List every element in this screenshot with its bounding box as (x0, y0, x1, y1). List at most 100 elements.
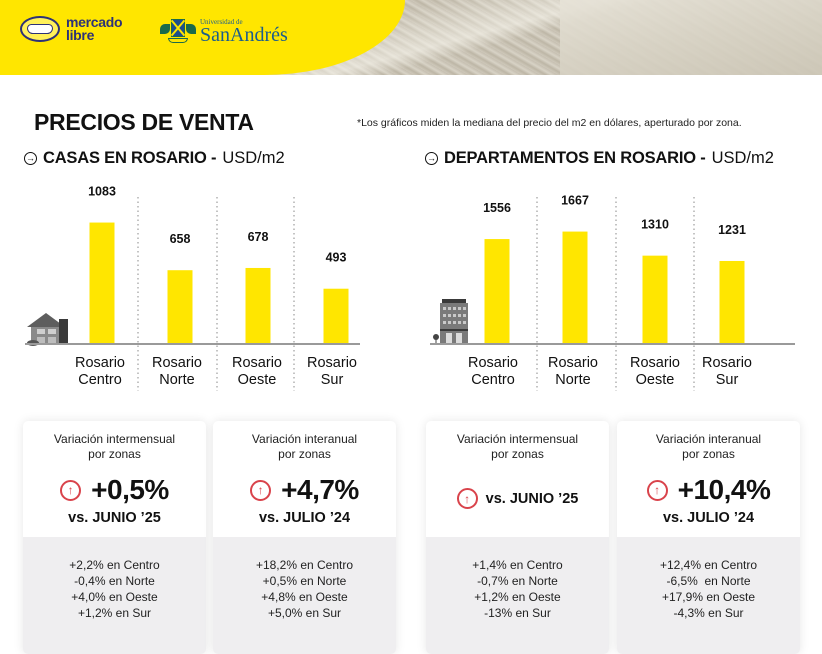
category-label-line2: Sur (321, 372, 344, 388)
category-label-line2: Norte (555, 372, 590, 388)
arrow-up-circle-icon: ↑ (250, 479, 272, 501)
variation-card-deptos-monthly: Variación intermensual por zonas ↑ vs. J… (426, 421, 609, 654)
card-label-line1: Variación intermensual (53, 432, 176, 446)
bar-sur (719, 260, 745, 343)
card-label-line2: por zonas (682, 446, 735, 461)
zone-line-oeste: +4,0% en Oeste (71, 590, 158, 604)
logo-ml-line2: libre (66, 27, 95, 43)
section-title-deptos-bold: DEPARTAMENTOS EN ROSARIO - (444, 149, 706, 167)
zone-line-norte: +0,5% en Norte (262, 574, 347, 588)
zone-line-oeste: +17,9% en Oeste (661, 590, 756, 604)
category-label-line2: Centro (471, 372, 515, 388)
category-label-line2: Oeste (238, 372, 277, 388)
san-andres-logo: Universidad de SanAndrés (160, 18, 288, 46)
arrow-up-circle-icon: ↑ (60, 479, 82, 501)
house-icon (27, 313, 68, 346)
card-label-line2: por zonas (88, 446, 141, 461)
section-title-deptos: → DEPARTAMENTOS EN ROSARIO - USD/m2 (425, 149, 774, 168)
card-percentage: +0,5% (91, 474, 169, 505)
category-label-line1: Rosario (548, 355, 598, 371)
zone-line-oeste: +1,2% en Oeste (474, 590, 561, 604)
category-label-line2: Norte (159, 372, 194, 388)
bar-oeste (642, 255, 668, 343)
logo-sa-small: Universidad de (200, 18, 243, 26)
header-banner: mercado libre Universidad de SanAndrés (0, 0, 822, 75)
chart-casas-svg: 1083RosarioCentro658RosarioNorte678Rosar… (25, 185, 360, 391)
section-title-casas: → CASAS EN ROSARIO - USD/m2 (24, 149, 285, 168)
zone-line-oeste: +4,8% en Oeste (261, 590, 348, 604)
card-label-line1: Variación interanual (251, 432, 358, 446)
card-label-line2: por zonas (278, 446, 331, 461)
bar-value-label: 658 (170, 232, 191, 246)
variation-card-casas-yearly: Variación interanual por zonas ↑ +4,7% v… (213, 421, 396, 654)
bar-value-label: 1231 (718, 223, 746, 237)
zone-line-sur: +5,0% en Sur (267, 606, 342, 620)
variation-card-casas-monthly: Variación intermensual por zonas ↑ +0,5%… (23, 421, 206, 654)
category-label-line2: Centro (78, 372, 122, 388)
logo-ml-line1: mercado (66, 14, 123, 30)
card-comparison: vs. JULIO ’24 (662, 510, 755, 526)
card-zone-breakdown: +2,2% en Centro -0,4% en Norte +4,0% en … (23, 537, 206, 654)
card-comparison: vs. JUNIO ’25 (68, 510, 161, 526)
category-label-line2: Sur (716, 372, 739, 388)
zone-line-centro: +1,4% en Centro (472, 558, 563, 572)
building-icon (433, 299, 468, 345)
logo-sa-big: SanAndrés (200, 24, 288, 46)
bar-value-label: 493 (326, 251, 347, 265)
arrow-up-circle-icon: ↑ (646, 479, 668, 501)
card-percentage: +10,4% (677, 474, 771, 505)
bar-norte (562, 231, 588, 343)
zone-line-norte: -0,4% en Norte (74, 574, 155, 588)
zone-line-sur: -13% en Sur (484, 606, 551, 620)
arrow-right-circle-icon: → (24, 152, 37, 165)
category-label-line1: Rosario (75, 355, 125, 371)
chart-casas: 1083 Rosario Centro 658 Rosario Norte 678 Rosar… (25, 185, 360, 395)
card-zone-breakdown: +18,2% en Centro +0,5% en Norte +4,8% en… (213, 537, 396, 654)
university-crest-icon (160, 18, 196, 44)
card-label-line2: por zonas (491, 446, 544, 461)
bar-oeste (245, 267, 271, 343)
card-comparison: vs. JULIO ’24 (258, 510, 351, 526)
arrow-right-circle-icon: → (425, 152, 438, 165)
card-label-line1: Variación intermensual (456, 432, 579, 446)
bar-value-label: 1310 (641, 218, 669, 232)
header-yellow-shape (0, 0, 405, 75)
arrow-up-circle-icon: ↑ (456, 488, 478, 509)
bar-value-label: 1556 (483, 201, 511, 215)
bar-sur (323, 288, 349, 343)
zone-line-centro: +18,2% en Centro (255, 558, 354, 572)
category-label-line1: Rosario (307, 355, 357, 371)
section-title-deptos-unit: USD/m2 (711, 149, 774, 167)
bar-value-label: 678 (248, 230, 269, 244)
bar-value-label: 1083 (88, 185, 116, 199)
card-percentage: +4,7% (281, 474, 359, 505)
zone-line-sur: -4,3% en Sur (673, 606, 744, 620)
footnote: *Los gráficos miden la mediana del preci… (357, 117, 742, 129)
zone-line-centro: +12,4% en Centro (659, 558, 758, 572)
card-zone-breakdown: +12,4% en Centro -6,5% en Norte +17,9% e… (617, 537, 800, 654)
card-label-line1: Variación interanual (655, 432, 762, 446)
section-title-casas-unit: USD/m2 (222, 149, 285, 167)
section-title-casas-bold: CASAS EN ROSARIO - (43, 149, 217, 167)
zone-line-norte: -0,7% en Norte (477, 574, 558, 588)
category-label-line1: Rosario (630, 355, 680, 371)
zone-line-sur: +1,2% en Sur (77, 606, 152, 620)
variation-card-deptos-yearly: Variación interanual por zonas ↑ +10,4% … (617, 421, 800, 654)
handshake-icon (20, 16, 60, 42)
bar-centro (484, 239, 510, 343)
zone-line-norte: -6,5% en Norte (666, 574, 751, 588)
category-label-line1: Rosario (232, 355, 282, 371)
category-label-line1: Rosario (702, 355, 752, 371)
chart-deptos-svg: 1556RosarioCentro1667RosarioNorte1310Ros… (430, 194, 795, 391)
bar-value-label: 1667 (561, 194, 589, 208)
category-label-line1: Rosario (152, 355, 202, 371)
zone-line-centro: +2,2% en Centro (69, 558, 160, 572)
bar-norte (167, 270, 193, 343)
card-comparison: vs. JUNIO ’25 (485, 490, 579, 507)
card-zone-breakdown: +1,4% en Centro -0,7% en Norte +1,2% en … (426, 537, 609, 654)
category-label-line2: Oeste (636, 372, 675, 388)
bar-centro (89, 222, 115, 343)
category-label-line1: Rosario (468, 355, 518, 371)
chart-deptos: 1556 Rosario Centro 1667 Rosario Norte 1310 Ros… (430, 194, 800, 395)
mercado-libre-logo: mercado libre (20, 14, 123, 43)
